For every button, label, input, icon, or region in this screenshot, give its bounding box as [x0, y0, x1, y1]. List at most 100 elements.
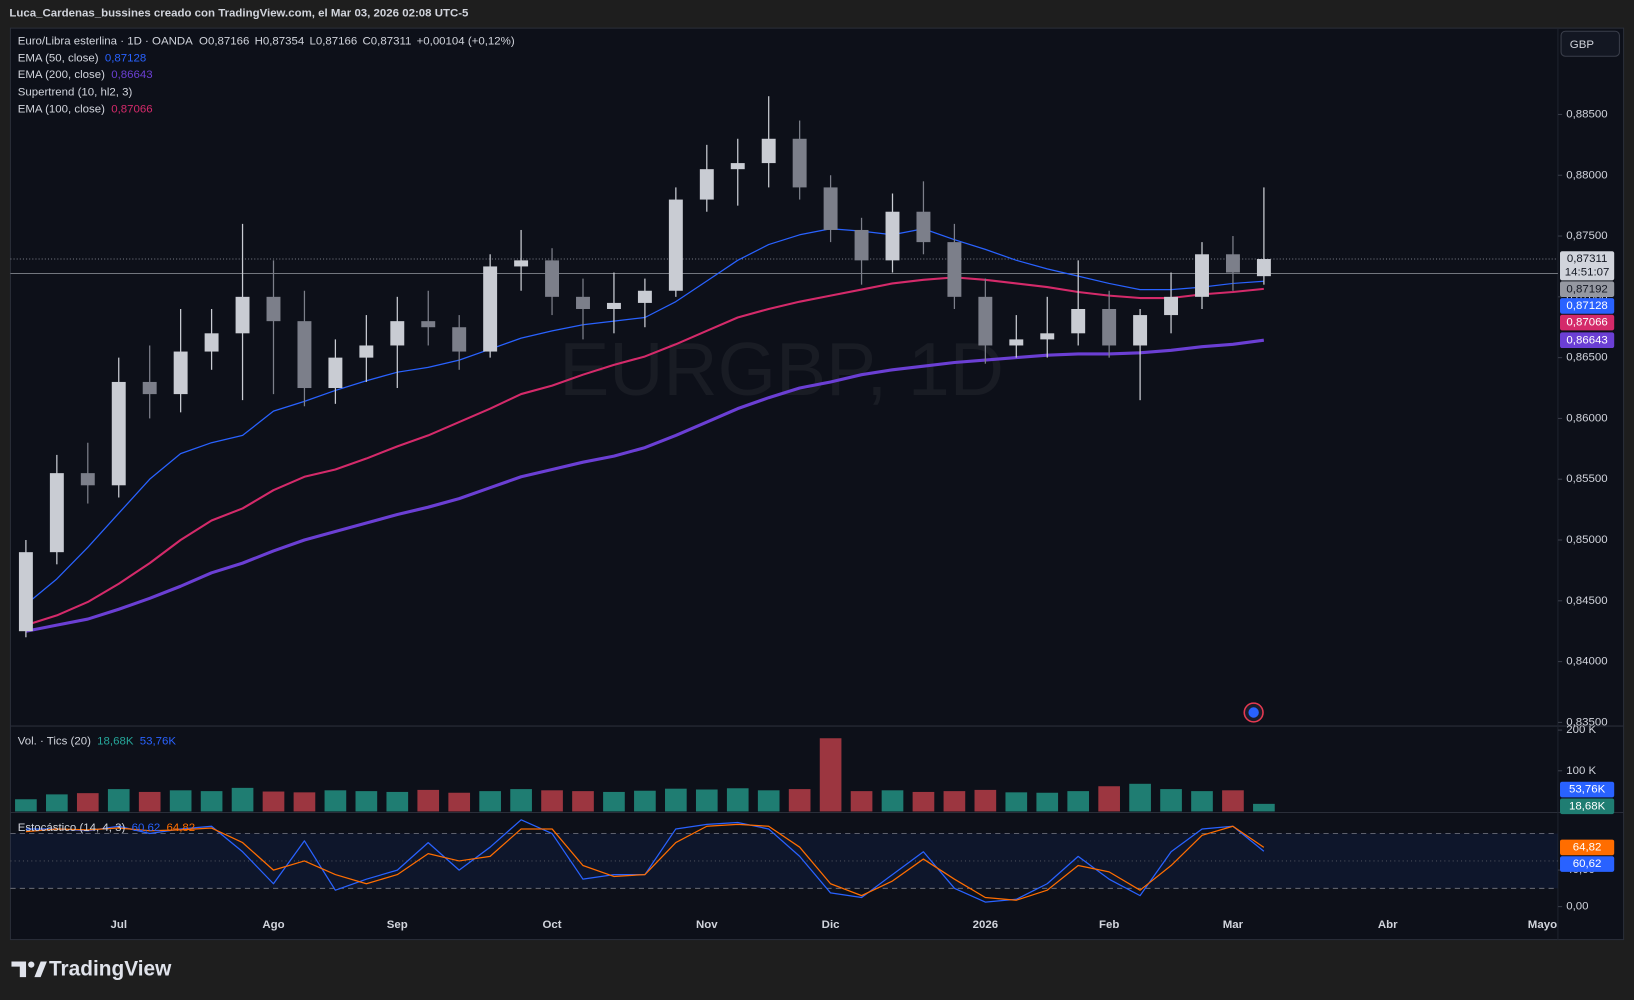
- axis-tag-label: 18,68K: [1569, 800, 1606, 812]
- volume-bar: [355, 791, 378, 812]
- stoch-band: [10, 833, 1558, 889]
- volume-value: 18,68K: [97, 736, 134, 748]
- y-tick-label: 0,85500: [1566, 473, 1607, 485]
- quote-value: 0,87166: [316, 36, 357, 48]
- candle-body: [80, 473, 95, 486]
- stoch-value: 64,82: [167, 822, 196, 834]
- candle-body: [49, 473, 64, 553]
- axis-tag-label: 60,62: [1573, 858, 1602, 870]
- quote-key: L: [310, 36, 316, 48]
- volume-bar: [572, 791, 594, 812]
- axis-tag: [1560, 839, 1615, 856]
- indicator-value: 0,87128: [105, 52, 146, 64]
- candle-body: [142, 381, 157, 395]
- volume-bar: [1005, 792, 1028, 812]
- y-tick-label: 100 K: [1566, 765, 1596, 777]
- candle-body: [916, 211, 931, 243]
- ema-line: [25, 338, 1265, 633]
- candle-body: [204, 333, 219, 352]
- candle-body: [1256, 259, 1271, 277]
- brand-logo: [11, 961, 47, 978]
- volume-bar: [386, 791, 409, 812]
- volume-bar: [974, 789, 997, 812]
- axis-tag-label: 0,87192: [1566, 283, 1607, 295]
- volume-bar: [200, 791, 223, 812]
- candle-body: [1195, 254, 1209, 297]
- candle-body: [1071, 308, 1086, 334]
- candle-body: [328, 357, 343, 389]
- candle-body: [576, 296, 590, 309]
- indicator-legend: Supertrend (10, hl2, 3): [18, 87, 133, 99]
- volume-bar: [788, 789, 811, 812]
- volume-bar: [541, 790, 563, 812]
- currency-label[interactable]: GBP: [1570, 39, 1595, 51]
- volume-bar: [293, 792, 316, 812]
- indicator-name: EMA (200, close): [18, 69, 105, 81]
- countdown: 14:51:07: [1565, 267, 1610, 279]
- axis-tag-label: 0,87128: [1566, 300, 1607, 312]
- axis-tag: [1560, 856, 1615, 872]
- chart-panel: [9, 27, 1625, 941]
- volume-bar: [726, 788, 749, 812]
- indicator-value: 0,87066: [111, 103, 152, 115]
- volume-legend: Vol. · Tics (20) 18,68K 53,76K: [18, 736, 177, 748]
- candle-body: [18, 552, 33, 632]
- currency-button[interactable]: [1560, 30, 1620, 57]
- candle-body: [452, 327, 467, 352]
- candle-body: [297, 321, 312, 389]
- x-tick-label: Sep: [387, 919, 408, 931]
- candle-body: [606, 302, 621, 309]
- stoch-title: Estocástico (14, 4, 3): [18, 822, 126, 834]
- logo-shape: [11, 961, 27, 978]
- volume-bar: [819, 738, 842, 812]
- axis-tag: [1560, 781, 1615, 798]
- candle-body: [668, 199, 683, 291]
- volume-bar: [695, 789, 718, 812]
- volume-bar: [603, 791, 625, 812]
- candle-body: [978, 296, 993, 346]
- volume-ma-value: 53,76K: [140, 736, 177, 748]
- candle-body: [514, 260, 529, 267]
- x-tick-label: Mayo: [1528, 919, 1557, 931]
- candle-body: [854, 229, 869, 261]
- volume-bar: [943, 791, 966, 812]
- candle-body: [699, 169, 714, 200]
- candle-body: [390, 321, 405, 346]
- symbol-legend: Euro/Libra esterlina · 1D · OANDA O0,8716…: [18, 36, 515, 48]
- x-tick-label: Nov: [696, 919, 718, 931]
- candle-body: [823, 187, 838, 230]
- candle-body: [359, 345, 374, 358]
- volume-bar: [1191, 791, 1213, 812]
- volume-bar: [881, 790, 904, 812]
- x-tick-label: 2026: [973, 919, 998, 931]
- candle-body: [730, 163, 745, 170]
- axis-tag: [1560, 798, 1615, 815]
- x-tick-label: Abr: [1378, 919, 1398, 931]
- x-tick-label: Dic: [822, 919, 840, 931]
- volume-bar: [1253, 803, 1275, 812]
- indicator-value: 0,86643: [111, 69, 152, 81]
- volume-bar: [107, 789, 130, 812]
- volume-bar: [510, 789, 532, 812]
- axis-tag-label: 0,87066: [1566, 317, 1607, 329]
- axis-tag: [1560, 281, 1615, 298]
- brand-name: TradingView: [49, 957, 172, 980]
- axis-tag: [1560, 251, 1615, 281]
- axis-tag-label: 53,76K: [1569, 784, 1606, 796]
- volume-bar: [1036, 792, 1059, 812]
- candle-body: [761, 138, 776, 164]
- candle-body: [111, 381, 126, 486]
- volume-bar: [448, 792, 471, 812]
- y-tick-label: 0,00: [1566, 901, 1588, 913]
- quote-value: 0,87166: [208, 36, 249, 48]
- candle-body: [1009, 339, 1024, 346]
- indicator-name: EMA (50, close): [18, 52, 99, 64]
- candle-body: [173, 351, 188, 395]
- volume-bar: [169, 790, 192, 812]
- axis-tag: [1560, 332, 1615, 349]
- x-tick-label: Jul: [110, 919, 127, 931]
- x-tick-label: Mar: [1223, 919, 1244, 931]
- y-tick-label: 0,88500: [1566, 108, 1607, 120]
- axis-tag-label: 0,86643: [1566, 334, 1607, 346]
